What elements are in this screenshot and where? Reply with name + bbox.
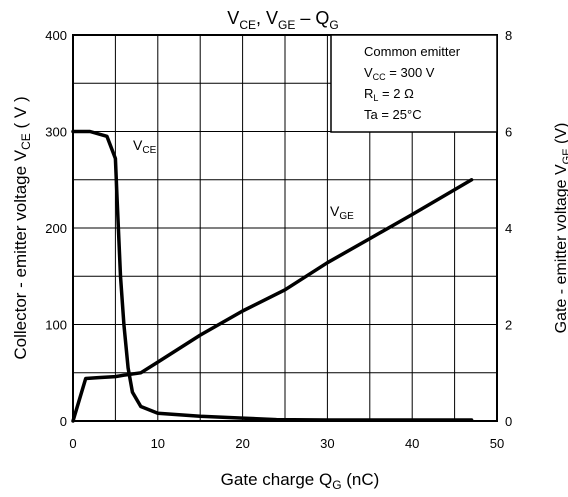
right-tick-labels: 0 2 4 6 8 [505,28,512,429]
x-tick-label: 0 [69,436,76,451]
right-tick-label: 0 [505,414,512,429]
x-tick-label: 40 [405,436,419,451]
x-tick-label: 20 [235,436,249,451]
series-label-vge: VGE [330,203,354,222]
vce-curve [71,129,474,422]
x-tick-label: 30 [320,436,334,451]
condition-vcc: VCC = 300 V [364,65,435,82]
series-label-vce: VCE [133,137,157,156]
right-axis-label: Gate - emitter voltage VGE (V) [553,123,568,334]
grid-lines [73,35,497,421]
right-tick-label: 2 [505,318,512,333]
x-tick-labels: 0 10 20 30 40 50 [69,436,504,451]
left-axis-label: Collector - emitter voltage VCE ( V ) [11,96,33,359]
right-tick-label: 4 [505,221,512,236]
x-tick-label: 10 [151,436,165,451]
vge-curve [71,178,474,423]
x-tick-label: 50 [490,436,504,451]
chart-title: VCE, VGE – QG [227,8,338,32]
condition-rl: RL = 2 Ω [364,86,414,103]
left-tick-label: 300 [45,125,67,140]
left-tick-labels: 0 100 200 300 400 [45,28,67,429]
condition-ta: Ta = 25°C [364,107,422,122]
left-tick-label: 200 [45,221,67,236]
data-curves [71,129,474,423]
left-tick-label: 400 [45,28,67,43]
x-axis-label: Gate charge QG (nC) [221,470,380,492]
plot-frame [72,34,498,422]
right-tick-label: 8 [505,28,512,43]
left-tick-label: 100 [45,318,67,333]
condition-mode: Common emitter [364,44,461,59]
right-tick-label: 6 [505,125,512,140]
conditions-box: Common emitter VCC = 300 V RL = 2 Ω Ta =… [330,34,498,133]
left-tick-label: 0 [60,414,67,429]
